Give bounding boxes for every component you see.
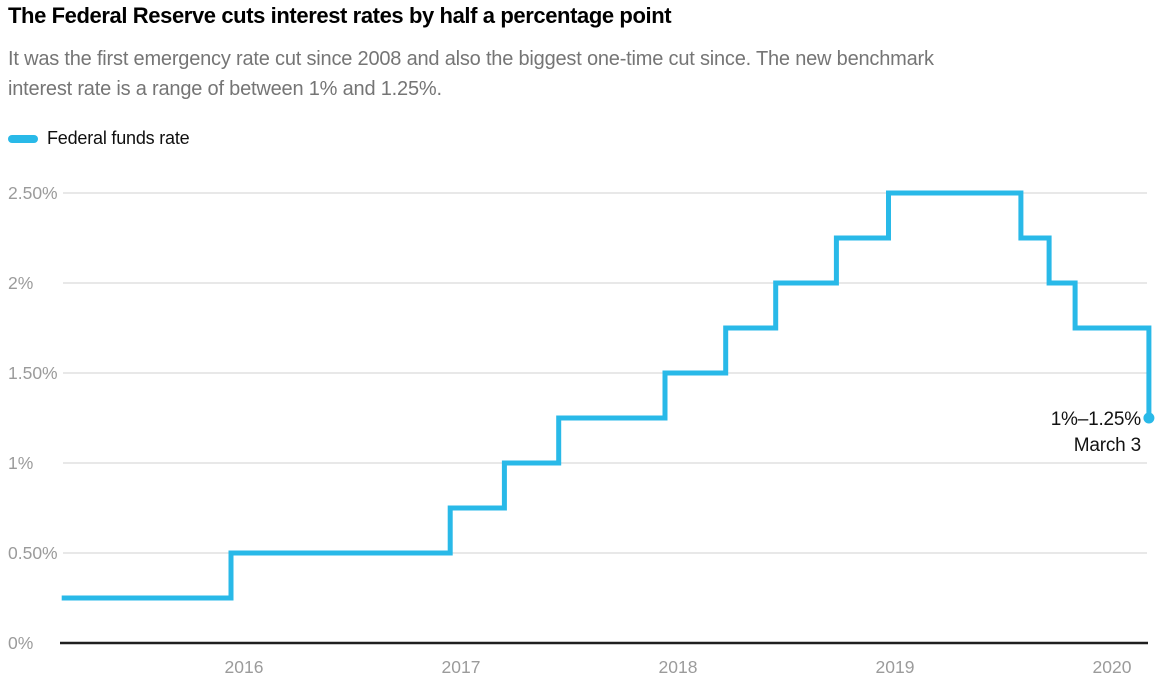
x-tick-label: 2017	[442, 657, 481, 677]
y-tick-label: 2.50%	[8, 183, 58, 203]
y-tick-label: 1%	[8, 453, 33, 473]
legend: Federal funds rate	[8, 128, 190, 149]
chart-subtitle-line1: It was the first emergency rate cut sinc…	[8, 48, 934, 70]
legend-line-swatch	[8, 134, 38, 143]
chart-subtitle-line2: interest rate is a range of between 1% a…	[8, 78, 442, 100]
legend-label: Federal funds rate	[47, 128, 190, 148]
y-tick-label: 0%	[8, 633, 33, 653]
y-tick-label: 1.50%	[8, 363, 58, 383]
x-tick-label: 2020	[1093, 657, 1132, 677]
x-tick-label: 2018	[659, 657, 698, 677]
chart-subtitle: It was the first emergency rate cut sinc…	[8, 44, 934, 104]
rate-step-line	[61, 190, 1152, 601]
x-tick-label: 2016	[225, 657, 264, 677]
endpoint-dot	[1143, 412, 1155, 424]
x-tick-label: 2019	[876, 657, 915, 677]
endpoint-annotation-date: March 3	[1073, 435, 1141, 456]
y-tick-label: 0.50%	[8, 543, 58, 563]
y-tick-label: 2%	[8, 273, 33, 293]
endpoint-annotation-value: 1%–1.25%	[1050, 409, 1142, 430]
chart-title: The Federal Reserve cuts interest rates …	[8, 3, 672, 28]
endpoint-annotation: 1%–1.25% March 3	[1050, 407, 1142, 459]
